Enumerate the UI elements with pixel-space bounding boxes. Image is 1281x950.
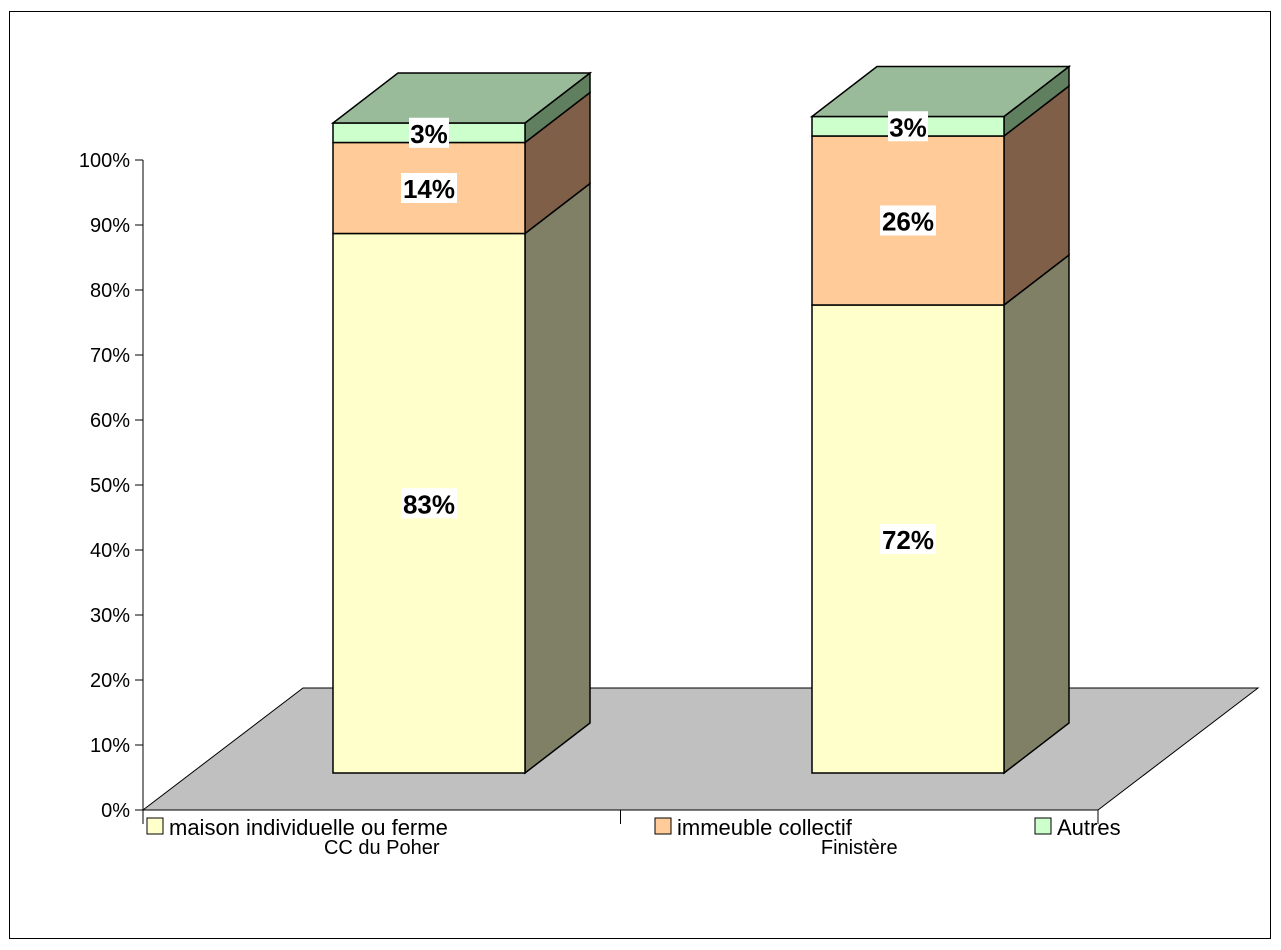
data-label-bg bbox=[888, 111, 928, 142]
data-label-finistere-maison-individuelle-ou-ferme: 72% bbox=[882, 525, 934, 555]
bar-finistere-maison-individuelle-ou-ferme-side bbox=[1003, 253, 1070, 775]
y-tick-label: 60% bbox=[90, 410, 130, 432]
bar-cc-du-poher-maison-individuelle-ou-ferme bbox=[332, 181, 591, 775]
data-label-finistere-immeuble-collectif: 26% bbox=[882, 207, 934, 237]
legend-label: Autres bbox=[1057, 815, 1121, 840]
data-label-cc-du-poher-immeuble-collectif: 14% bbox=[403, 174, 455, 204]
chart-floor bbox=[141, 687, 1260, 811]
legend-item-autres: Autres bbox=[1034, 815, 1121, 840]
legend-item-maison-individuelle-ou-ferme: maison individuelle ou ferme bbox=[146, 815, 448, 840]
bar-top-finistere bbox=[809, 65, 1072, 118]
data-label-bg bbox=[880, 524, 936, 554]
y-tick-label: 30% bbox=[90, 605, 130, 627]
legend-swatch bbox=[654, 817, 672, 835]
x-tick-label: Finistère bbox=[821, 837, 898, 859]
data-label-cc-du-poher-autres: 3% bbox=[410, 119, 448, 149]
legend-swatch bbox=[146, 817, 164, 835]
legend-item-immeuble-collectif: immeuble collectif bbox=[654, 815, 853, 840]
data-label-finistere-autres: 3% bbox=[889, 112, 927, 142]
y-tick-label: 100% bbox=[79, 150, 130, 172]
bar-finistere-immeuble-collectif bbox=[811, 84, 1070, 307]
data-label-cc-du-poher-maison-individuelle-ou-ferme: 83% bbox=[403, 489, 455, 519]
bar-top-cc-du-poher bbox=[330, 72, 593, 124]
data-label-bg bbox=[409, 117, 449, 148]
data-label-bg bbox=[880, 205, 936, 236]
y-tick-label: 80% bbox=[90, 280, 130, 302]
bar-cc-du-poher-maison-individuelle-ou-ferme-side bbox=[524, 181, 591, 775]
legend-swatch bbox=[1034, 817, 1052, 835]
y-tick-label: 40% bbox=[90, 540, 130, 562]
x-tick-label: CC du Poher bbox=[324, 837, 440, 859]
y-tick-label: 10% bbox=[90, 735, 130, 757]
data-label-bg bbox=[401, 173, 457, 203]
y-tick-label: 50% bbox=[90, 475, 130, 497]
legend-label: immeuble collectif bbox=[677, 815, 853, 840]
y-tick-label: 90% bbox=[90, 215, 130, 237]
y-tick-label: 0% bbox=[101, 800, 130, 822]
y-tick-label: 20% bbox=[90, 670, 130, 692]
data-label-bg bbox=[401, 488, 457, 519]
y-tick-label: 70% bbox=[90, 345, 130, 367]
bar-finistere-maison-individuelle-ou-ferme bbox=[811, 253, 1070, 775]
legend-label: maison individuelle ou ferme bbox=[169, 815, 448, 840]
